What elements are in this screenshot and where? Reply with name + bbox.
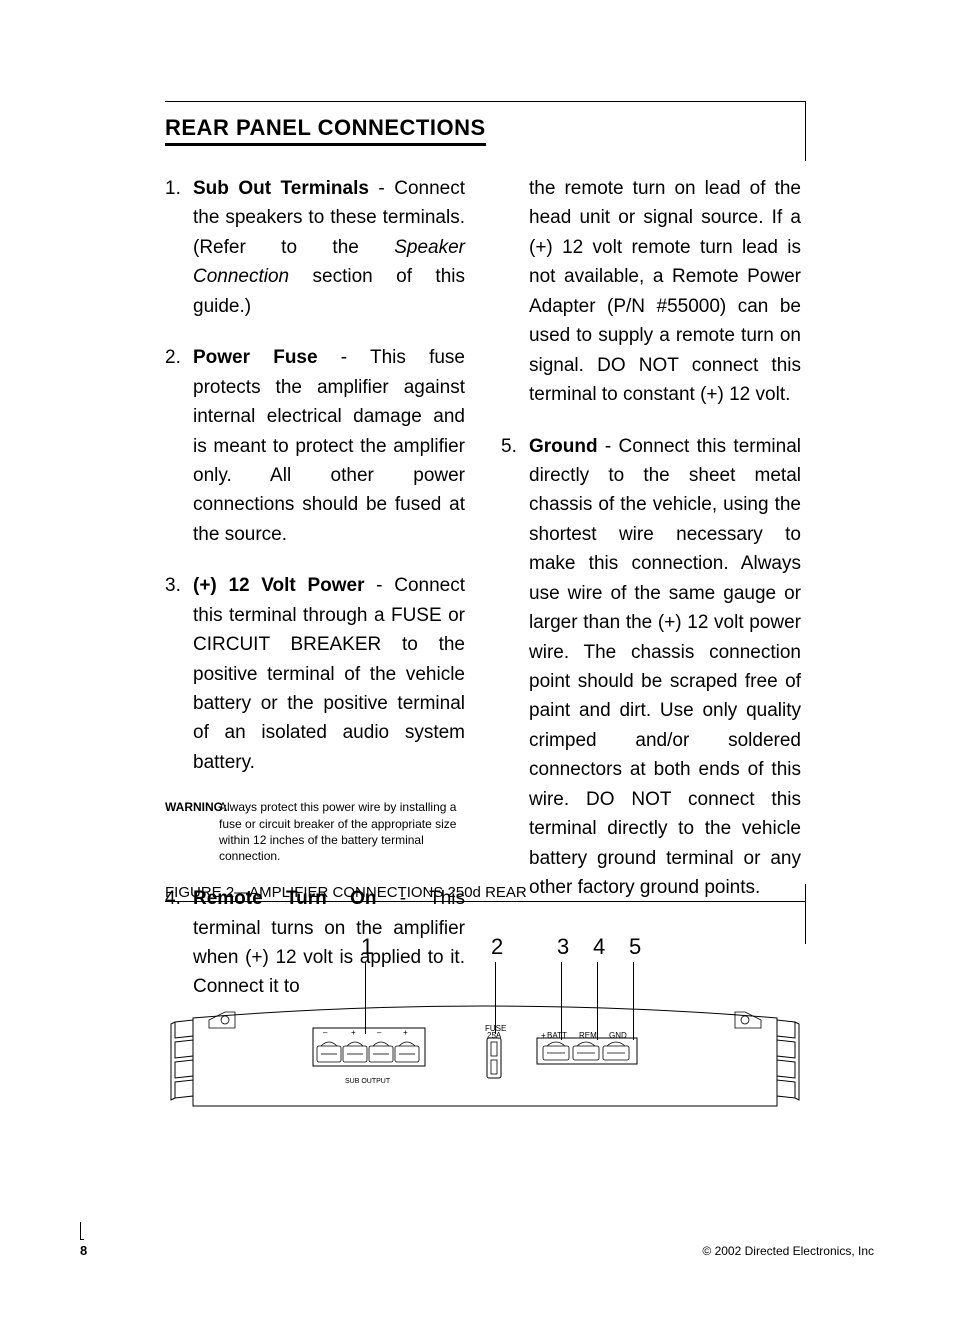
two-column-layout: 1. Sub Out Terminals - Connect the speak… (165, 174, 805, 1002)
label-fuse-amp: 25A (487, 1031, 501, 1040)
item-text: Connect this terminal directly to the sh… (529, 436, 801, 899)
label-plus: + (403, 1028, 408, 1037)
footer-corner-rule (80, 1222, 84, 1240)
rear-panel-illustration: – + – + FUSE 25A + BATT REM GND SUB OUTP… (165, 998, 805, 1114)
label-gnd: GND (609, 1031, 627, 1040)
list-item: 1. Sub Out Terminals - Connect the speak… (165, 174, 465, 321)
column-right: the remote turn on lead of the head unit… (501, 174, 801, 1002)
item-number: 5. (501, 432, 529, 903)
item-term: Sub Out Terminals (193, 178, 369, 199)
page-content: REAR PANEL CONNECTIONS 1. Sub Out Termin… (165, 115, 805, 1002)
item-text: This fuse protects the amplifier against… (193, 347, 465, 545)
label-rem: REM (579, 1031, 597, 1040)
figure-caption: FIGURE 2—AMPLIFIER CONNECTIONS 250d REAR (165, 884, 527, 901)
item-number: 3. (165, 571, 193, 777)
warning-block: WARNING: Always protect this power wire … (165, 799, 465, 864)
item-body: Sub Out Terminals - Connect the speakers… (193, 174, 465, 321)
page-footer: 8 © 2002 Directed Electronics, Inc (80, 1243, 874, 1258)
figure-rule (165, 901, 805, 902)
item-term: Ground (529, 436, 598, 457)
page-number: 8 (80, 1243, 87, 1258)
item-term: Power Fuse (193, 347, 318, 368)
list-item: 2. Power Fuse - This fuse protects the a… (165, 343, 465, 549)
label-minus: – (323, 1028, 327, 1037)
column-left: 1. Sub Out Terminals - Connect the speak… (165, 174, 465, 1002)
copyright-text: © 2002 Directed Electronics, Inc (702, 1244, 874, 1258)
item-sep: - (369, 178, 394, 199)
label-batt: BATT (547, 1031, 567, 1040)
callout-number: 4 (593, 934, 605, 960)
label-minus: – (377, 1028, 381, 1037)
list-item: 3. (+) 12 Volt Power - Connect this term… (165, 571, 465, 777)
top-rule (165, 101, 805, 102)
label-sub-output: SUB OUTPUT (345, 1078, 390, 1085)
callout-number: 1 (361, 934, 373, 960)
item-sep: - (318, 347, 370, 368)
label-plus: + (541, 1031, 546, 1040)
panel-svg (165, 998, 805, 1114)
item-text: Connect this terminal through a FUSE or … (193, 575, 465, 773)
section-heading: REAR PANEL CONNECTIONS (165, 115, 486, 146)
warning-label: WARNING: (165, 799, 219, 864)
side-rule-bottom (805, 884, 806, 944)
list-item: 5. Ground - Connect this terminal direct… (501, 432, 801, 903)
callout-number: 5 (629, 934, 641, 960)
item-sep: - (598, 436, 619, 457)
item-body: Power Fuse - This fuse protects the ampl… (193, 343, 465, 549)
warning-text: Always protect this power wire by instal… (219, 799, 465, 864)
side-rule-top (805, 101, 806, 161)
item-continuation: the remote turn on lead of the head unit… (501, 174, 801, 410)
item-body: (+) 12 Volt Power - Connect this termina… (193, 571, 465, 777)
figure-diagram: 1 2 3 4 5 (165, 934, 805, 1124)
callout-number: 2 (491, 934, 503, 960)
label-plus: + (351, 1028, 356, 1037)
item-body: Ground - Connect this terminal directly … (529, 432, 801, 903)
callout-number: 3 (557, 934, 569, 960)
item-sep: - (364, 575, 394, 596)
item-number: 1. (165, 174, 193, 321)
item-term: (+) 12 Volt Power (193, 575, 364, 596)
item-number: 2. (165, 343, 193, 549)
